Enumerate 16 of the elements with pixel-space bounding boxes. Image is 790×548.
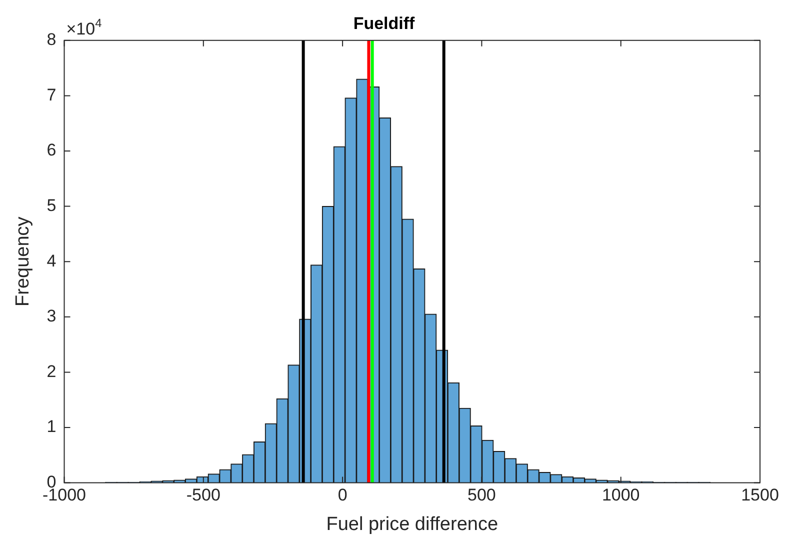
y-tick-label: 8	[46, 30, 56, 50]
x-tick-label: -500	[186, 486, 220, 505]
y-tick-label: 3	[46, 306, 56, 326]
x-tick-label: 1500	[741, 486, 779, 505]
y-axis-title: Frequency	[12, 216, 34, 306]
chart-title: Fueldiff	[353, 14, 416, 33]
x-tick-label: 1000	[602, 486, 640, 505]
y-tick-label: 6	[46, 140, 56, 160]
y-tick-label: 7	[46, 85, 56, 104]
y-tick-label: 5	[46, 196, 56, 215]
x-tick-label: 500	[468, 486, 496, 505]
x-axis-title: Fuel price difference	[326, 514, 498, 535]
y-tick-label: 1	[46, 417, 56, 436]
y-tick-label: 4	[46, 251, 56, 270]
y-tick-label: 2	[46, 362, 56, 381]
x-tick-label: 0	[338, 486, 348, 505]
